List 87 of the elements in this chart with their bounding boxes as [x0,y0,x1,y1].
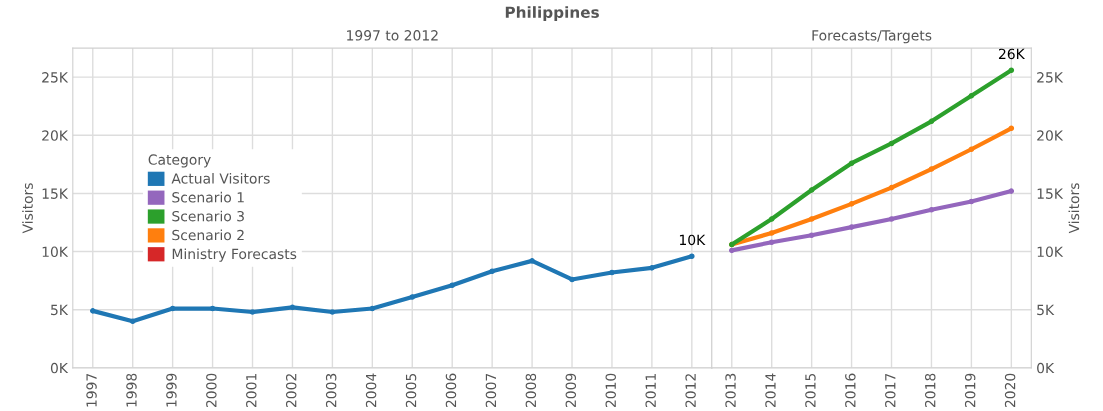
y-tick-label: 15K [42,188,69,199]
x-tick-label: 2020 [1004,373,1016,408]
x-tick-label: 1999 [166,373,177,407]
chart-title: Philippines [505,6,599,21]
point [569,276,575,283]
point [888,140,895,147]
point [888,184,895,191]
point [808,216,815,222]
point [848,224,855,230]
legend-label: Scenario 1 [172,191,244,203]
point [409,294,416,300]
y-tick-label: 20K [1037,130,1064,141]
x-tick-label: 2016 [845,373,856,408]
x-tick-label: 2006 [445,373,457,408]
point [888,216,895,222]
x-tick-label: 1997 [86,373,97,407]
x-tick-label: 2017 [885,373,896,408]
point [449,282,455,289]
point [1008,67,1015,73]
x-tick-label: 2014 [765,373,776,408]
legend-label: Actual Visitors [171,172,270,184]
point [928,166,935,172]
x-tick-label: 2015 [805,373,816,408]
y-tick-label: 10K [42,246,69,258]
y-tick-label: 0K [50,362,69,374]
point [689,253,695,259]
x-tick-label: 2011 [645,373,656,408]
point [369,305,376,312]
x-tick-label: 2013 [725,373,736,408]
y-tick-label: 5K [51,304,69,316]
x-tick-label: 2000 [206,373,217,408]
x-tick-label: 2019 [964,373,976,408]
x-tick-label: 1998 [126,373,137,407]
x-tick-label: 2018 [924,373,936,408]
point [968,146,975,153]
x-tick-label: 2009 [565,373,577,408]
x-tick-label: 2012 [685,374,696,408]
point [768,230,775,236]
point [169,305,176,312]
point [968,198,975,205]
y-axis-title: Visitors [1068,183,1080,234]
legend-title: Category [148,154,211,168]
point [768,216,775,222]
chart-subtitle: 1997 to 2012 [347,30,438,41]
x-tick-label: 2003 [325,373,337,408]
x-tick-label: 2005 [405,373,417,408]
legend-label: Scenario 3 [172,210,244,222]
y-tick-label: 25K [42,72,69,83]
point [329,309,336,315]
point [928,118,935,125]
x-tick-label: 2002 [285,374,297,408]
point [209,305,216,312]
y-tick-label: 25K [1037,72,1064,83]
point [289,304,296,311]
legend-label: Ministry Forecasts [172,248,297,262]
point [1008,188,1015,194]
legend-label: Scenario 2 [172,229,244,241]
x-tick-label: 2004 [365,373,377,408]
point [808,232,815,239]
point [609,269,615,276]
annotation: 10K [679,234,706,246]
y-tick-label: 15K [1037,188,1064,199]
point [808,187,815,193]
point [529,258,535,264]
x-tick-label: 2001 [246,373,257,408]
point [649,265,655,271]
point [129,318,136,325]
point [848,201,855,207]
y-tick-label: 20K [42,130,69,141]
point [489,268,495,275]
y-tick-label: 10K [1037,246,1064,258]
point [768,239,775,246]
point [1008,125,1015,132]
chart-subtitle: Forecasts/Targets [812,30,932,44]
point [728,247,735,254]
y-tick-label: 5K [1037,304,1055,316]
y-tick-label: 0K [1037,362,1055,374]
point [848,160,855,166]
point [249,309,256,315]
y-axis-title: Visitors [22,183,33,234]
point [89,308,96,314]
annotation: 26K [998,48,1026,60]
point [968,92,975,99]
x-tick-label: 2008 [525,373,537,408]
x-tick-label: 2007 [485,373,497,408]
point [928,206,935,213]
x-tick-label: 2010 [605,373,616,408]
